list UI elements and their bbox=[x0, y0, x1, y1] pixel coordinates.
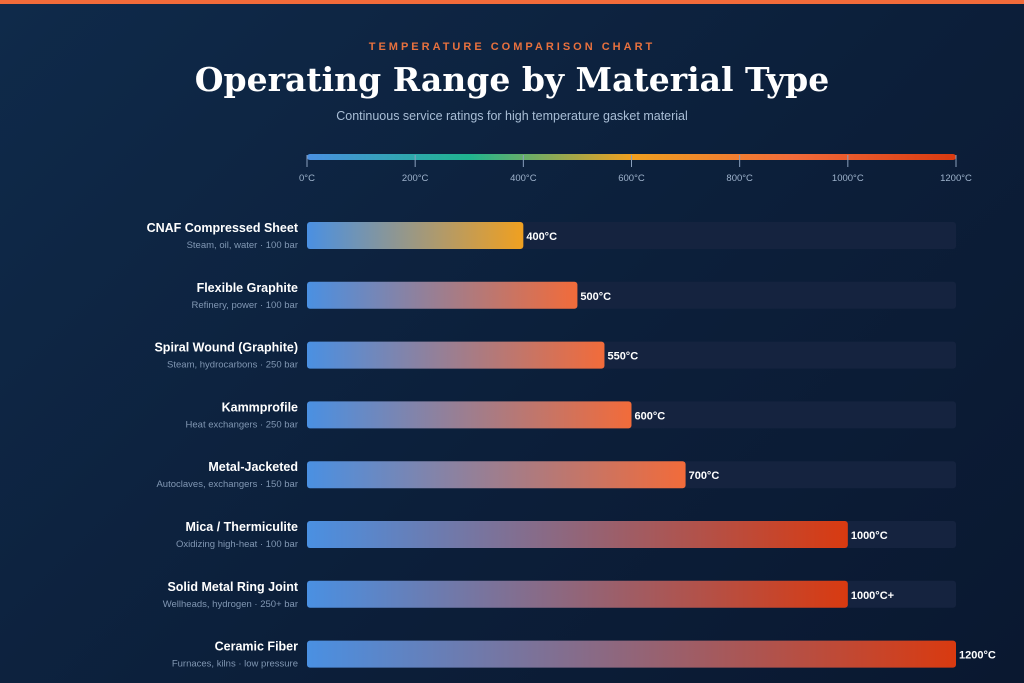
category-subtitle: Furnaces, kilns · low pressure bbox=[172, 659, 298, 670]
category-label: Solid Metal Ring Joint bbox=[167, 580, 298, 594]
tick-label: 0°C bbox=[299, 173, 315, 184]
chart-subtitle: Continuous service ratings for high temp… bbox=[336, 109, 688, 123]
data-label: 1000°C+ bbox=[851, 590, 894, 602]
data-label: 600°C bbox=[635, 410, 666, 422]
tick-label: 800°C bbox=[726, 173, 753, 184]
bar bbox=[307, 640, 956, 668]
bar bbox=[307, 222, 524, 249]
data-label: 500°C bbox=[580, 291, 611, 303]
bar bbox=[307, 341, 605, 369]
tick-label: 1000°C bbox=[832, 173, 864, 184]
tick-label: 1200°C bbox=[940, 173, 972, 184]
chart-title: Operating Range by Material Type bbox=[194, 60, 830, 99]
tick-label: 600°C bbox=[618, 173, 645, 184]
category-subtitle: Steam, oil, water · 100 bar bbox=[187, 240, 298, 251]
category-label: Mica / Thermiculite bbox=[185, 520, 298, 534]
category-subtitle: Steam, hydrocarbons · 250 bar bbox=[167, 360, 298, 371]
data-label: 1000°C bbox=[851, 530, 888, 542]
category-subtitle: Oxidizing high-heat · 100 bar bbox=[176, 539, 298, 550]
bar bbox=[307, 521, 848, 548]
category-subtitle: Heat exchangers · 250 bar bbox=[186, 419, 298, 430]
data-label: 700°C bbox=[689, 470, 720, 482]
data-label: 550°C bbox=[607, 351, 638, 363]
category-subtitle: Refinery, power · 100 bar bbox=[192, 300, 299, 311]
chart-eyebrow: TEMPERATURE COMPARISON CHART bbox=[368, 41, 656, 53]
tick-label: 400°C bbox=[510, 173, 537, 184]
category-label: Spiral Wound (Graphite) bbox=[154, 341, 298, 355]
bar bbox=[307, 401, 632, 429]
bar bbox=[307, 281, 578, 309]
tick-label: 200°C bbox=[402, 173, 429, 184]
data-label: 400°C bbox=[526, 231, 557, 243]
category-label: Flexible Graphite bbox=[197, 281, 298, 295]
category-subtitle: Wellheads, hydrogen · 250+ bar bbox=[163, 599, 298, 610]
category-label: Metal-Jacketed bbox=[208, 460, 298, 474]
category-label: Kammprofile bbox=[222, 400, 298, 414]
category-label: Ceramic Fiber bbox=[215, 640, 299, 654]
bar bbox=[307, 580, 848, 608]
top-accent-bar bbox=[0, 0, 1024, 4]
bar bbox=[307, 461, 686, 489]
category-subtitle: Autoclaves, exchangers · 150 bar bbox=[156, 479, 298, 490]
category-label: CNAF Compressed Sheet bbox=[147, 221, 299, 235]
data-label: 1200°C bbox=[959, 650, 996, 662]
